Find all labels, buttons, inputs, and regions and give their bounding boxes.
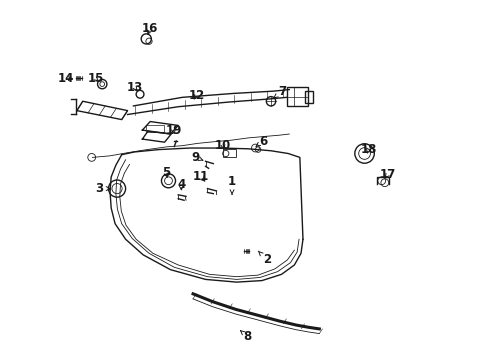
Text: 15: 15 [87,72,103,85]
Text: 9: 9 [191,151,203,164]
Text: 19: 19 [165,123,182,136]
Text: 7: 7 [273,85,286,98]
Text: 11: 11 [192,170,208,183]
Bar [305,91,313,103]
Bar [146,125,163,132]
Text: 5: 5 [162,166,169,179]
Text: 18: 18 [360,143,376,156]
Text: 1: 1 [227,175,236,194]
Text: 10: 10 [215,139,231,152]
Text: 3: 3 [95,182,110,195]
Text: 6: 6 [256,135,267,148]
Text: 16: 16 [142,22,158,35]
Text: 2: 2 [258,251,271,266]
Text: 13: 13 [126,81,142,94]
Text: 4: 4 [177,178,185,191]
Text: 14: 14 [58,72,74,85]
Text: 8: 8 [240,330,251,343]
Bar [287,87,307,106]
Bar [223,149,235,157]
Text: 12: 12 [188,89,204,102]
Text: 17: 17 [379,168,395,181]
